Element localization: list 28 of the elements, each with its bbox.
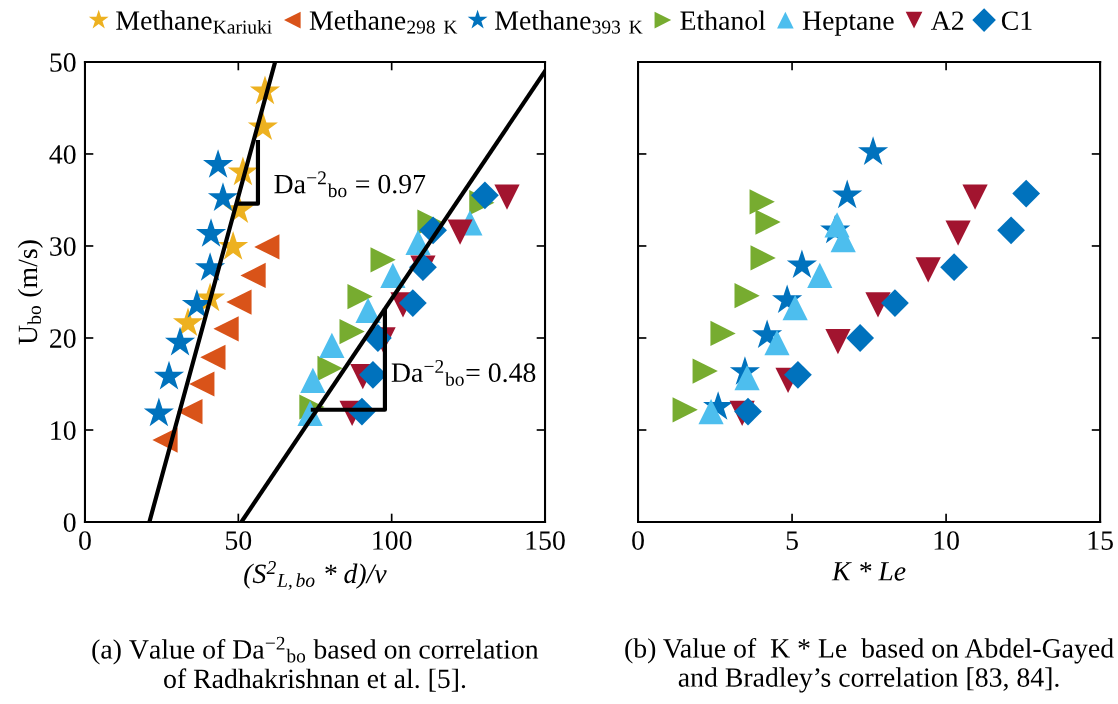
x-tick-label: 0 <box>632 531 644 550</box>
y-tick-label: 30 <box>50 237 76 256</box>
text: (a) Value of Da$^{−2}$$_{bo}$ based on correlation of Radhakrishnan et al. [5]. <box>92 636 539 692</box>
legend-label: C1 <box>1001 11 1032 31</box>
legend-label: Methane$_{393 K}$ <box>495 10 643 34</box>
legend-label: Heptane <box>802 11 894 36</box>
x-tick-label: 15 <box>1088 531 1113 550</box>
x-tick-label: 0 <box>79 531 91 550</box>
y-tick-label: 20 <box>50 329 76 348</box>
x-axis-title: (S$^{2}$$_{L,bo}$ * d)/ν <box>244 561 387 590</box>
legend-label: A2 <box>930 11 964 30</box>
y-tick-label: 50 <box>50 53 76 72</box>
x-tick-label: 50 <box>226 531 252 550</box>
legend-label: Methane$_{Kariuki}$ <box>116 10 272 34</box>
x-tick-label: 5 <box>786 531 798 550</box>
x-tick-label: 150 <box>526 531 565 550</box>
text: (b) Value of K * Le based on Abdel-Gayed and Bradley’s correlation [83, 84]. <box>625 637 1114 693</box>
x-tick-label: 10 <box>934 531 959 550</box>
y-tick-label: 40 <box>49 145 76 164</box>
y-tick-label: 10 <box>51 421 76 440</box>
x-axis-title: K * Le <box>831 562 906 581</box>
legend-label: Ethanol <box>680 10 766 31</box>
annotation: Da$^{−2}$$_{bo}$= 0.48 <box>391 359 536 386</box>
y-tick-label: 0 <box>63 513 76 532</box>
legend-label: Methane$_{298 K}$ <box>309 10 458 34</box>
annotation: Da$^{−2}$$_{bo}$ = 0.97 <box>274 171 426 198</box>
x-tick-label: 100 <box>373 531 412 550</box>
y-axis-title: U$_{bo}$ (m/s) <box>17 240 43 345</box>
